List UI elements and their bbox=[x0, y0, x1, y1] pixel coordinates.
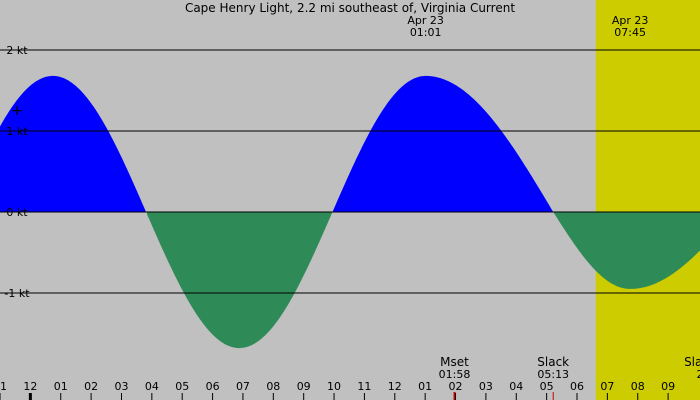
hour-label: 12 bbox=[388, 380, 402, 393]
bottom-event-annotations: Mset01:58Slack05:13Slack11:12Mrise11:42S… bbox=[439, 355, 700, 400]
event-name-label: Slack bbox=[684, 355, 700, 369]
hour-label: 01 bbox=[54, 380, 68, 393]
current-area-layer bbox=[0, 75, 700, 349]
hour-label: 03 bbox=[114, 380, 128, 393]
hour-label: 08 bbox=[266, 380, 280, 393]
hour-label: 06 bbox=[570, 380, 584, 393]
hour-label: 10 bbox=[327, 380, 341, 393]
gridlines-layer bbox=[0, 49, 700, 294]
y-tick-label: 0 kt bbox=[6, 206, 28, 219]
plus-mark: + bbox=[11, 103, 23, 119]
event-time-label: 2 bbox=[697, 368, 700, 381]
hour-label: 06 bbox=[206, 380, 220, 393]
y-tick-labels: 2 kt 1 kt 0 kt -1 kt bbox=[4, 44, 30, 300]
hour-label: 09 bbox=[661, 380, 675, 393]
hour-label: 07 bbox=[236, 380, 250, 393]
hour-label: 11 bbox=[357, 380, 371, 393]
daylight-band bbox=[595, 0, 700, 400]
hour-label: 09 bbox=[297, 380, 311, 393]
hour-label: 07 bbox=[600, 380, 614, 393]
chart-title: Cape Henry Light, 2.2 mi southeast of, V… bbox=[185, 1, 515, 15]
extreme-date-label: Apr 23 bbox=[407, 14, 444, 27]
extreme-time-label: 01:01 bbox=[410, 26, 442, 39]
hour-label: 04 bbox=[145, 380, 159, 393]
extreme-time-label: 07:45 bbox=[614, 26, 646, 39]
flood-area bbox=[333, 75, 553, 213]
extreme-date-label: Apr 23 bbox=[612, 14, 649, 27]
hour-label: 08 bbox=[631, 380, 645, 393]
ebb-area bbox=[147, 212, 332, 349]
hour-label: 05 bbox=[540, 380, 554, 393]
hour-label: 12 bbox=[23, 380, 37, 393]
flood-area bbox=[0, 75, 146, 213]
hour-label: 02 bbox=[449, 380, 463, 393]
y-tick-label: -1 kt bbox=[4, 287, 30, 300]
y-tick-label: 2 kt bbox=[6, 44, 28, 57]
event-time-label: 05:13 bbox=[537, 368, 569, 381]
y-tick-label: 1 kt bbox=[6, 125, 28, 138]
hour-label: 03 bbox=[479, 380, 493, 393]
event-name-label: Slack bbox=[537, 355, 569, 369]
event-time-label: 01:58 bbox=[439, 368, 471, 381]
hour-label: 05 bbox=[175, 380, 189, 393]
hour-axis-labels: 11 12 01 02 03 04 05 06 07 08 09 10 11 12 01 02 03 04 05 06… bbox=[0, 380, 675, 400]
ebb-area bbox=[554, 212, 700, 289]
hour-label: 04 bbox=[509, 380, 523, 393]
event-name-label: Mset bbox=[440, 355, 469, 369]
hour-label: 02 bbox=[84, 380, 98, 393]
hour-label: 01 bbox=[418, 380, 432, 393]
hour-label: 11 bbox=[0, 380, 7, 393]
